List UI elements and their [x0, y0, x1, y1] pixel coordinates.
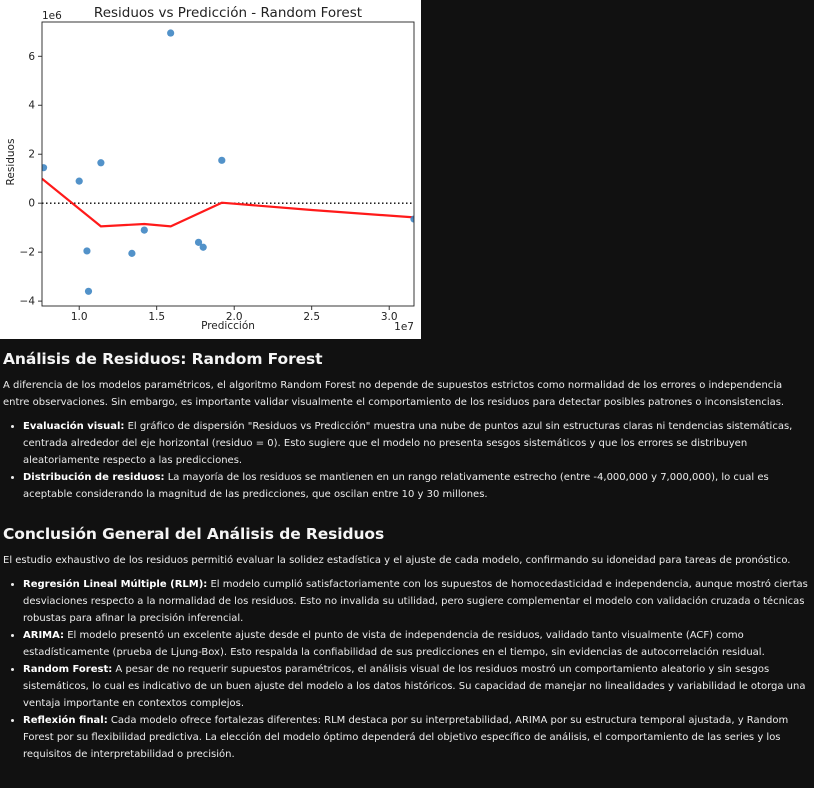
list-item: Reflexión final: Cada modelo ofrece fort… — [23, 712, 808, 763]
list-item-label: Distribución de residuos: — [23, 472, 165, 483]
section-intro-conclusion: El estudio exhaustivo de los residuos pe… — [3, 555, 791, 566]
list-item: ARIMA: El modelo presentó un excelente a… — [23, 627, 808, 661]
data-point — [128, 249, 136, 257]
list-item-label: ARIMA: — [23, 630, 65, 641]
y-axis-label: Residuos — [5, 139, 17, 186]
plot-frame — [41, 21, 415, 307]
y-tick-label: 6 — [28, 51, 35, 63]
list-item-text: El gráfico de dispersión "Residuos vs Pr… — [23, 421, 793, 466]
list-item-text: El modelo presentó un excelente ajuste d… — [23, 630, 765, 658]
x-offset-label: 1e7 — [394, 321, 414, 333]
list-item-text: El modelo cumplió satisfactoriamente con… — [23, 579, 808, 624]
y-tick-label: 0 — [28, 198, 35, 210]
data-point — [75, 177, 83, 185]
list-item-label: Regresión Lineal Múltiple (RLM): — [23, 579, 208, 590]
x-tick-label: 2.5 — [303, 311, 320, 323]
data-point — [194, 238, 203, 246]
x-tick-label: 1.5 — [148, 311, 165, 323]
y-tick-label: 2 — [28, 149, 35, 161]
random-forest-list: Evaluación visual: El gráfico de dispers… — [3, 418, 808, 503]
section-title-conclusion: Conclusión General del Análisis de Resid… — [3, 525, 385, 543]
chart-panel: Residuos vs Predicción - Random Forest 1… — [0, 0, 421, 339]
data-point — [97, 159, 105, 167]
list-item: Random Forest: A pesar de no requerir su… — [23, 661, 808, 712]
data-point — [140, 226, 148, 234]
list-item-text: Cada modelo ofrece fortalezas diferentes… — [23, 715, 789, 760]
data-point — [42, 164, 48, 172]
analysis-content: Análisis de Residuos: Random Forest A di… — [3, 350, 808, 763]
data-point — [83, 247, 91, 255]
y-offset-label: 1e6 — [42, 10, 62, 22]
data-point — [167, 29, 175, 37]
data-point — [84, 287, 93, 295]
x-tick-label: 2.0 — [226, 311, 243, 323]
section-title-random-forest: Análisis de Residuos: Random Forest — [3, 350, 323, 368]
data-point — [199, 243, 207, 251]
y-tick-label: −2 — [20, 247, 35, 259]
data-point — [218, 156, 226, 164]
y-tick-label: −4 — [20, 296, 36, 308]
lowess-trend-line — [42, 177, 414, 228]
list-item-label: Random Forest: — [23, 664, 113, 675]
list-item-text: La mayoría de los residuos se mantienen … — [23, 472, 769, 500]
conclusion-list: Regresión Lineal Múltiple (RLM): El mode… — [3, 576, 808, 763]
list-item-text: A pesar de no requerir supuestos paramét… — [23, 664, 806, 709]
list-item-label: Reflexión final: — [23, 715, 108, 726]
list-item-label: Evaluación visual: — [23, 421, 125, 432]
list-item: Regresión Lineal Múltiple (RLM): El mode… — [23, 576, 808, 627]
random-forest-section: Análisis de Residuos: Random Forest A di… — [3, 350, 808, 503]
x-axis-label: Predicción — [201, 320, 255, 332]
x-tick-label: 1.0 — [71, 311, 88, 323]
section-intro-random-forest: A diferencia de los modelos paramétricos… — [3, 380, 785, 408]
x-tick-label: 3.0 — [381, 311, 398, 323]
conclusion-section: Conclusión General del Análisis de Resid… — [3, 525, 808, 763]
list-item: Evaluación visual: El gráfico de dispers… — [23, 418, 808, 469]
chart-title: Residuos vs Predicción - Random Forest — [94, 5, 362, 21]
residuals-scatter-chart: Residuos vs Predicción - Random Forest 1… — [5, 5, 415, 333]
list-item: Distribución de residuos: La mayoría de … — [23, 469, 808, 503]
data-point — [410, 215, 414, 223]
y-tick-label: 4 — [28, 100, 35, 112]
